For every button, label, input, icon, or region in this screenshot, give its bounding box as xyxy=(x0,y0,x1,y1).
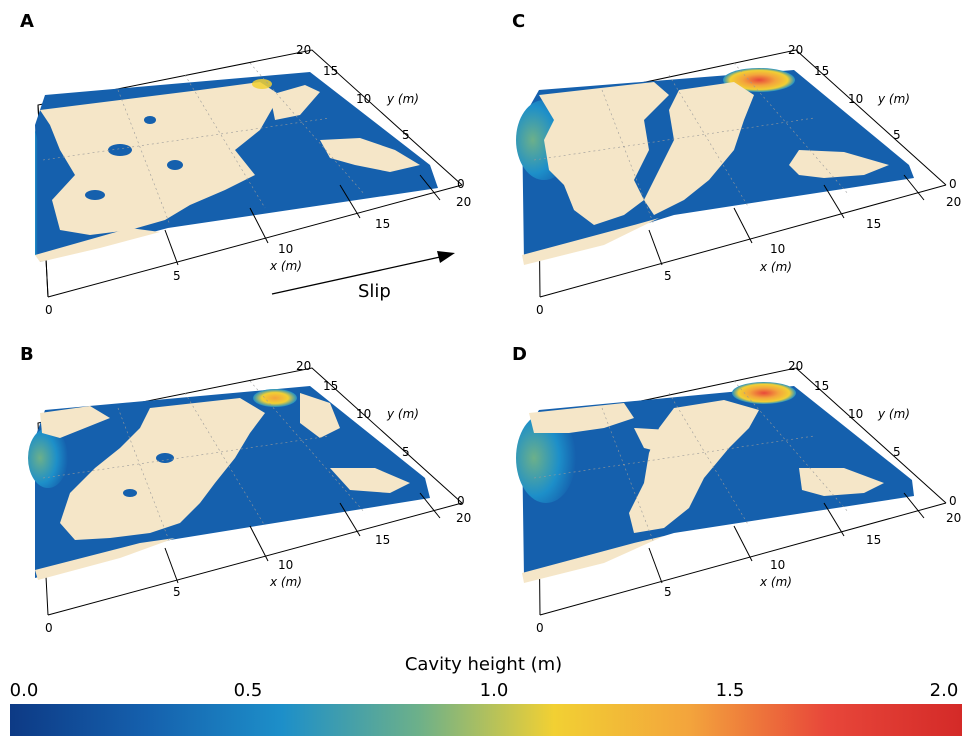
panel-c-label: C xyxy=(512,11,525,32)
panel-b-x-tick-2: 10 xyxy=(278,558,293,572)
panel-a-y-tick-4: 20 xyxy=(296,43,311,57)
panel-c-y-tick-3: 15 xyxy=(814,64,829,78)
panel-a-x-tick-3: 15 xyxy=(375,217,390,231)
colorbar xyxy=(10,704,962,736)
panel-a-x-tick-0: 0 xyxy=(45,303,53,317)
panel-c-x-tick-4: 20 xyxy=(946,195,961,209)
panel-a-plot: A 0 5 10 15 20 0 5 10 15 20 x (m) y (m) … xyxy=(20,11,471,317)
panel-d-surface xyxy=(522,386,914,578)
panel-d-contact xyxy=(522,400,884,583)
colorbar-tick-2: 1.0 xyxy=(479,680,509,701)
colorbar-tick-4: 2.0 xyxy=(929,680,959,701)
panel-d-y-tick-1: 5 xyxy=(893,445,901,459)
panel-d-y-tick-4: 20 xyxy=(788,359,803,373)
panel-d-y-tick-2: 10 xyxy=(848,407,863,421)
panel-c: C 0 5 10 15 20 0 5 10 15 20 x (m) y (m) xyxy=(484,0,967,318)
panel-a-y-tick-0: 0 xyxy=(457,177,465,191)
panel-d-plot: D 0 5 10 15 20 0 5 10 15 20 x (m) y (m) xyxy=(512,344,961,635)
panel-c-contact xyxy=(522,82,889,265)
panel-c-x-label: x (m) xyxy=(759,260,792,274)
panel-b-x-label: x (m) xyxy=(269,575,302,589)
panel-b-x-tick-1: 5 xyxy=(173,585,181,599)
panel-c-x-tick-1: 5 xyxy=(664,269,672,283)
panel-a: A 0 5 10 15 20 0 5 10 15 20 x (m) y (m) … xyxy=(0,0,483,318)
colorbar-tick-1: 0.5 xyxy=(233,680,263,701)
panel-a-y-label: y (m) xyxy=(386,92,419,106)
panel-b-plot: B 0 5 10 15 20 0 5 10 15 20 x (m) y (m) xyxy=(20,344,471,635)
panel-c-x-tick-3: 15 xyxy=(866,217,881,231)
panel-b-y-tick-4: 20 xyxy=(296,359,311,373)
panel-c-x-tick-2: 10 xyxy=(770,242,785,256)
panel-b-y-tick-3: 15 xyxy=(323,379,338,393)
panel-b-y-tick-0: 0 xyxy=(457,494,465,508)
panel-b-y-tick-2: 10 xyxy=(356,407,371,421)
colorbar-title: Cavity height (m) xyxy=(404,654,563,675)
panel-a-x-tick-1: 5 xyxy=(173,269,181,283)
panel-d-x-tick-3: 15 xyxy=(866,533,881,547)
panel-d-x-tick-1: 5 xyxy=(664,585,672,599)
panel-c-y-tick-0: 0 xyxy=(949,177,957,191)
panel-a-y-tick-3: 15 xyxy=(323,64,338,78)
panel-b-x-tick-0: 0 xyxy=(45,621,53,635)
slip-label: Slip xyxy=(358,281,391,302)
panel-b-label: B xyxy=(20,344,34,365)
panel-c-y-label: y (m) xyxy=(877,92,910,106)
panel-b-y-tick-1: 5 xyxy=(402,445,410,459)
panel-c-x-tick-0: 0 xyxy=(536,303,544,317)
slip-arrow xyxy=(271,251,455,295)
panel-c-y-tick-1: 5 xyxy=(893,128,901,142)
panel-a-x-tick-2: 10 xyxy=(278,242,293,256)
panel-d-x-label: x (m) xyxy=(759,575,792,589)
panel-b-y-label: y (m) xyxy=(386,407,419,421)
panel-d-x-tick-4: 20 xyxy=(946,511,961,525)
panel-c-plot: C 0 5 10 15 20 0 5 10 15 20 x (m) y (m) xyxy=(512,11,961,317)
panel-a-x-label: x (m) xyxy=(269,259,302,273)
panel-c-y-tick-2: 10 xyxy=(848,92,863,106)
panel-d-x-tick-0: 0 xyxy=(536,621,544,635)
colorbar-tick-3: 1.5 xyxy=(715,680,745,701)
panel-b-contact xyxy=(35,393,410,580)
panel-a-y-tick-1: 5 xyxy=(402,128,410,142)
panel-d-y-tick-3: 15 xyxy=(814,379,829,393)
panel-d-x-tick-2: 10 xyxy=(770,558,785,572)
panel-a-x-tick-4: 20 xyxy=(456,195,471,209)
panel-a-y-tick-2: 10 xyxy=(356,92,371,106)
panel-b-x-tick-3: 15 xyxy=(375,533,390,547)
panel-d-label: D xyxy=(512,344,527,365)
panel-d: D 0 5 10 15 20 0 5 10 15 20 x (m) y (m) xyxy=(484,318,967,636)
panel-a-label: A xyxy=(20,11,34,32)
panel-b: B 0 5 10 15 20 0 5 10 15 20 x (m) y (m) xyxy=(0,318,483,636)
panel-b-x-tick-4: 20 xyxy=(456,511,471,525)
panel-d-y-tick-0: 0 xyxy=(949,494,957,508)
panel-c-y-tick-4: 20 xyxy=(788,43,803,57)
panel-d-y-label: y (m) xyxy=(877,407,910,421)
colorbar-tick-0: 0.0 xyxy=(9,680,39,701)
